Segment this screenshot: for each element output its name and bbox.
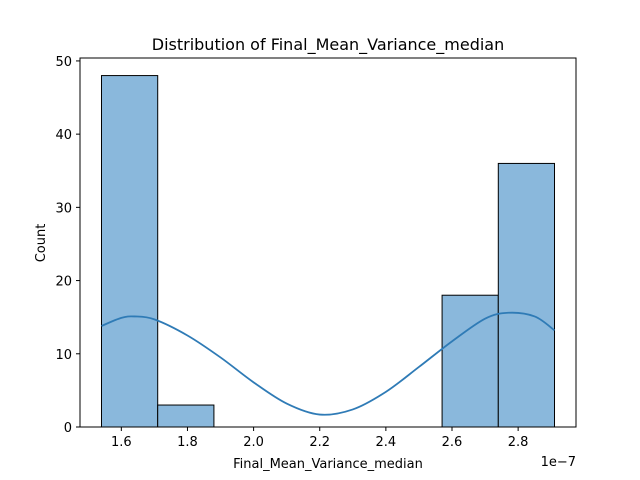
x-axis-offset-label: 1e−7 [541, 455, 576, 470]
bars-group [100, 75, 556, 428]
histogram-bar-2 [441, 294, 499, 428]
x-tick-label: 2.6 [442, 435, 463, 450]
histogram-bar-3 [497, 162, 556, 428]
x-axis: 1.6 1.8 2.0 2.2 2.4 2.6 2.8 [111, 427, 528, 450]
kde-group [101, 311, 556, 416]
y-tick-label: 40 [55, 128, 72, 143]
x-tick-label: 2.8 [508, 435, 529, 450]
x-tick-label: 1.8 [177, 435, 198, 450]
kde-line [101, 311, 556, 416]
histogram-bar-0 [100, 75, 159, 428]
y-tick-label: 0 [64, 421, 72, 436]
y-axis-label: Count [34, 224, 49, 263]
plot-frame [79, 57, 577, 428]
y-tick-label: 10 [55, 348, 72, 363]
x-tick-label: 2.0 [243, 435, 264, 450]
x-axis-label: Final_Mean_Variance_median [233, 457, 423, 472]
y-tick-label: 30 [55, 201, 72, 216]
x-tick-label: 2.4 [376, 435, 397, 450]
y-tick-label: 20 [55, 275, 72, 290]
chart-title: Distribution of Final_Mean_Variance_medi… [152, 35, 505, 55]
y-axis: 0 10 20 30 40 50 [55, 55, 80, 436]
x-tick-label: 2.2 [309, 435, 330, 450]
x-tick-label: 1.6 [111, 435, 132, 450]
y-tick-label: 50 [55, 55, 72, 70]
histogram-bar-1 [157, 404, 215, 428]
